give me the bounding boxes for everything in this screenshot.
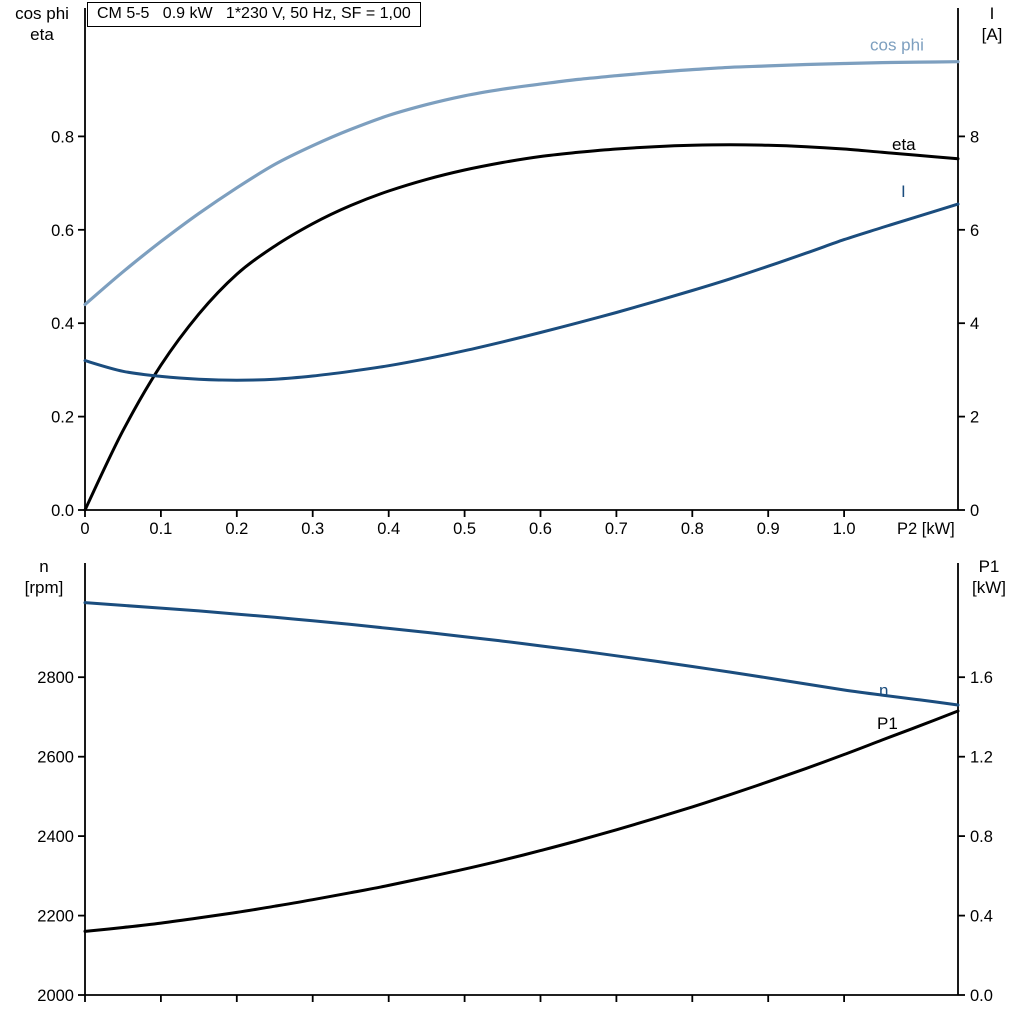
series-label-n: n — [879, 681, 888, 700]
series-curve-p1 — [83, 709, 960, 933]
x-tick-label: 0.8 — [681, 520, 704, 538]
x-axis-unit-label: P2 [kW] — [897, 520, 955, 538]
left-tick-label: 0.6 — [51, 222, 74, 240]
left-tick-label: 0.8 — [51, 128, 74, 146]
right-tick-label: 0 — [970, 502, 979, 520]
power-axis-label-line1: P1 — [978, 557, 1000, 576]
right-tick-label: 4 — [970, 315, 979, 333]
right-tick-label: 6 — [970, 222, 979, 240]
left-tick-label: 2600 — [37, 749, 74, 767]
right-tick-label: 1.6 — [970, 669, 993, 687]
right-axis-label-line2: [A] — [981, 25, 1003, 44]
series-label-p1: P1 — [877, 714, 898, 733]
left-axis-label-line1: cos phi — [15, 4, 69, 23]
series-label-eta: eta — [892, 135, 916, 154]
x-tick-label: 0.7 — [605, 520, 628, 538]
series-curve-cos-phi — [83, 60, 960, 307]
bottom-left-axis-label: n [rpm] — [8, 556, 80, 598]
x-tick-label: 0.2 — [225, 520, 248, 538]
x-tick-label: 0.3 — [301, 520, 324, 538]
right-axis-label-line1: I — [989, 4, 995, 23]
left-tick-label: 0.2 — [51, 409, 74, 427]
x-tick-label: 0.9 — [757, 520, 780, 538]
chart-1: 2000 2200 2400 2600 2800 0.0 0.4 0.8 1.2 1.6 n P1 — [37, 563, 993, 1005]
left-tick-label: 2000 — [37, 987, 74, 1005]
x-tick-label: 0.4 — [377, 520, 400, 538]
bottom-right-axis-label: P1 [kW] — [960, 556, 1018, 598]
chart-title: CM 5-5 0.9 kW 1*230 V, 50 Hz, SF = 1,00 — [87, 2, 421, 27]
left-tick-label: 2400 — [37, 828, 74, 846]
speed-axis-label-line2: [rpm] — [24, 578, 64, 597]
chart-0: 0 0.1 0.2 0.3 0.4 0.5 0.6 0.7 0.8 0.9 1.0 0.0 0.2 0.4… — [51, 8, 979, 538]
top-left-axis-label: cos phi eta — [4, 3, 80, 45]
left-tick-label: 2200 — [37, 908, 74, 926]
series-curve-eta — [83, 143, 960, 512]
x-tick-label: 0.6 — [529, 520, 552, 538]
left-axis-label-line2: eta — [30, 25, 54, 44]
power-axis-label-line2: [kW] — [972, 578, 1006, 597]
x-tick-label: 0.1 — [149, 520, 172, 538]
right-tick-label: 0.0 — [970, 987, 993, 1005]
left-tick-label: 2800 — [37, 669, 74, 687]
right-tick-label: 2 — [970, 409, 979, 427]
series-label-i: I — [901, 182, 906, 201]
series-curve-i — [83, 202, 960, 382]
x-tick-label: 1.0 — [833, 520, 856, 538]
speed-axis-label-line1: n — [39, 557, 49, 576]
left-tick-label: 0.0 — [51, 502, 74, 520]
series-label-cos-phi: cos phi — [870, 36, 924, 55]
right-tick-label: 1.2 — [970, 749, 993, 767]
right-tick-label: 8 — [970, 128, 979, 146]
left-tick-label: 0.4 — [51, 315, 74, 333]
top-right-axis-label: I [A] — [966, 3, 1018, 45]
right-tick-label: 0.8 — [970, 828, 993, 846]
right-tick-label: 0.4 — [970, 908, 993, 926]
x-tick-label: 0.5 — [453, 520, 476, 538]
series-curve-n — [83, 601, 960, 707]
x-tick-label: 0 — [80, 520, 89, 538]
